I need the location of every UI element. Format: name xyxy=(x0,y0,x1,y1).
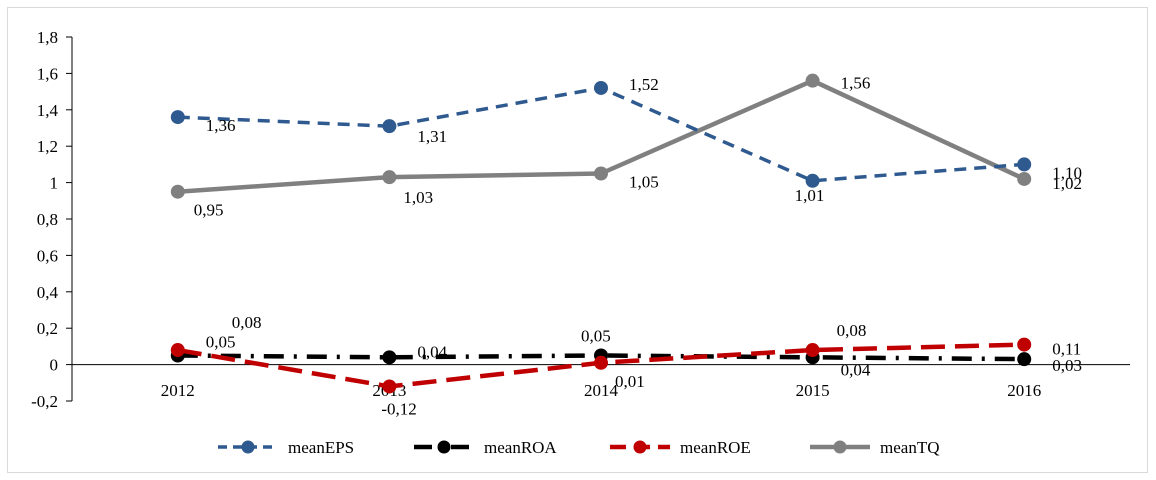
y-tick-label: 1,2 xyxy=(37,137,58,156)
data-point-meanEPS xyxy=(805,173,820,188)
data-point-meanEPS xyxy=(382,119,397,134)
x-tick-label: 2012 xyxy=(161,381,195,400)
data-point-meanTQ xyxy=(170,184,185,199)
y-tick-label: 0,8 xyxy=(37,210,58,229)
data-label-meanEPS: 1,52 xyxy=(629,75,659,94)
data-label-meanROE: 0,11 xyxy=(1052,340,1081,359)
y-tick-label: 1,8 xyxy=(37,28,58,47)
series-meanTQ xyxy=(170,73,1032,199)
data-label-meanTQ: 1,56 xyxy=(841,74,871,93)
data-point-meanEPS xyxy=(170,110,185,125)
data-label-meanTQ: 1,03 xyxy=(403,188,433,207)
y-tick-label: 0 xyxy=(50,356,59,375)
legend-item-meanEPS: meanEPS xyxy=(218,438,354,457)
data-label-meanROA: 0,03 xyxy=(1052,356,1082,375)
data-point-meanROE xyxy=(1017,337,1032,352)
data-label-meanEPS: 1,01 xyxy=(795,186,825,205)
legend-swatch-marker xyxy=(833,440,847,454)
data-label-meanROA: 0,04 xyxy=(841,360,871,379)
data-point-meanTQ xyxy=(805,73,820,88)
data-label-meanROE: 0,01 xyxy=(615,372,645,391)
data-point-meanTQ xyxy=(382,170,397,185)
data-label-meanEPS: 1,31 xyxy=(417,127,447,146)
x-tick-label: 2016 xyxy=(1007,381,1041,400)
legend-swatch-marker xyxy=(437,440,451,454)
data-point-meanROE xyxy=(382,379,397,394)
legend-label: meanROA xyxy=(484,438,557,457)
data-point-meanEPS xyxy=(1017,157,1032,172)
y-tick-label: 0,4 xyxy=(37,283,59,302)
legend-swatch-marker xyxy=(633,440,647,454)
data-label-meanTQ: 0,95 xyxy=(194,201,224,220)
data-point-meanROE xyxy=(805,343,820,358)
legend-label: meanEPS xyxy=(288,438,354,457)
legend-item-meanROE: meanROE xyxy=(610,438,751,457)
chart-frame xyxy=(7,7,1148,473)
legend-label: meanROE xyxy=(680,438,751,457)
data-point-meanEPS xyxy=(594,80,608,95)
legend-item-meanROA: meanROA xyxy=(414,438,557,457)
data-point-meanROE xyxy=(170,343,185,358)
data-label-meanTQ: 1,05 xyxy=(629,173,659,192)
y-tick-label: 1,6 xyxy=(37,64,58,83)
data-point-meanROE xyxy=(594,355,608,370)
data-point-meanROA xyxy=(382,350,397,365)
series-meanEPS xyxy=(170,80,1032,188)
y-tick-label: 0,2 xyxy=(37,319,58,338)
x-tick-label: 2014 xyxy=(584,381,619,400)
series-line-meanROA xyxy=(177,353,1025,362)
data-label-meanROE: 0,08 xyxy=(232,313,262,332)
y-tick-label: 1,4 xyxy=(37,101,59,120)
data-point-meanTQ xyxy=(1017,171,1032,186)
legend-label: meanTQ xyxy=(880,438,939,457)
series-meanROE xyxy=(170,337,1032,394)
legend-swatch-marker xyxy=(241,440,255,454)
y-tick-label: 0,6 xyxy=(37,246,58,265)
y-tick-label: 1 xyxy=(50,174,59,193)
data-label-meanROE: -0,12 xyxy=(381,399,416,418)
data-label-meanROE: 0,08 xyxy=(837,321,867,340)
y-tick-label: -0,2 xyxy=(31,392,58,411)
data-point-meanTQ xyxy=(594,166,608,181)
data-label-meanEPS: 1,10 xyxy=(1052,163,1082,182)
data-label-meanTQ: 1,02 xyxy=(1052,174,1082,193)
x-tick-label: 2015 xyxy=(796,381,830,400)
data-label-meanROA: 0,04 xyxy=(417,342,447,361)
data-label-meanEPS: 1,36 xyxy=(206,116,236,135)
data-label-meanROA: 0,05 xyxy=(206,333,236,352)
data-point-meanROA xyxy=(1017,352,1032,367)
legend-item-meanTQ: meanTQ xyxy=(810,438,939,457)
data-label-meanROA: 0,05 xyxy=(581,327,611,346)
